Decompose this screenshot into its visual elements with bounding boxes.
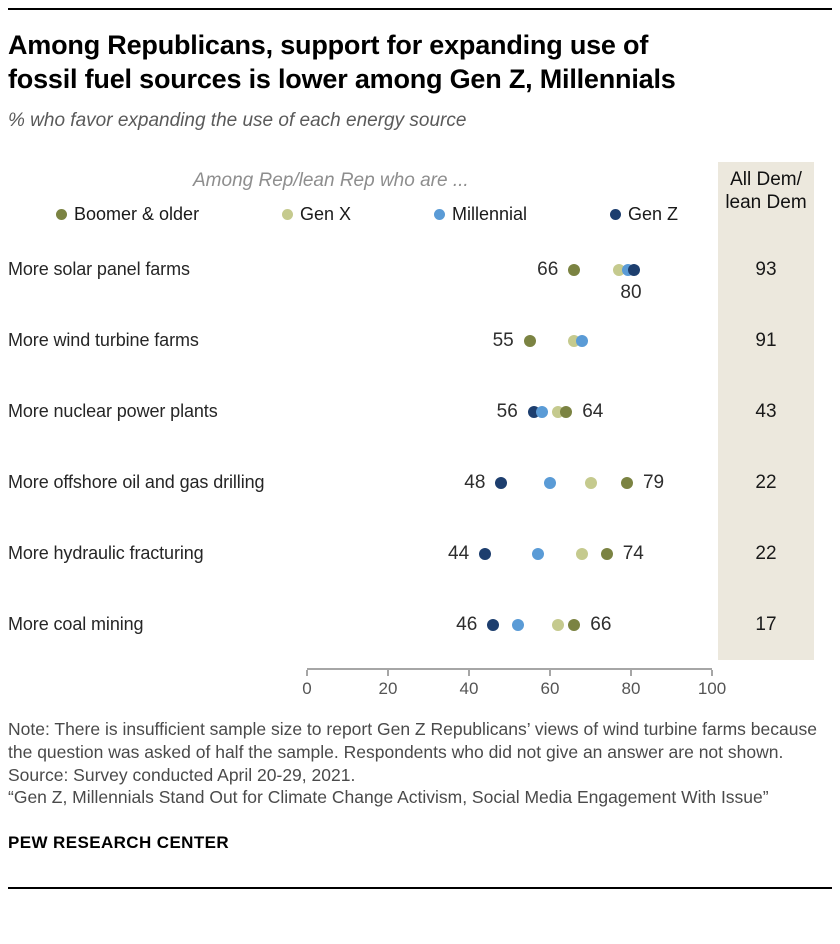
data-point-gen-x [576,547,589,560]
legend: Boomer & older Gen X Millennial Gen Z [56,204,678,225]
value-label: 44 [448,542,470,564]
legend-dot [56,209,67,221]
legend-dot [609,209,621,221]
note-text: Note: There is insufficient sample size … [8,719,817,762]
data-point-boomer-older [568,618,581,631]
x-axis: 0 20 40 60 80 100 [302,668,726,700]
dem-value: 22 [755,471,777,493]
chart-rows: More solar panel farms 66 80 93 More wind tu… [8,234,832,660]
axis-tick-label: 100 [697,679,727,699]
chart-row: More coal mining 46 66 17 [8,589,832,660]
value-label: 64 [582,400,604,422]
axis-tick-label: 20 [378,679,398,699]
top-rule [8,8,832,10]
source-text: Source: Survey conducted April 20-29, 20… [8,764,356,785]
brand: PEW RESEARCH CENTER [8,833,230,853]
value-label: 55 [492,329,514,351]
dem-column-panel [718,162,814,661]
legend-item-gen-z: Gen Z [609,204,678,225]
row-label: More offshore oil and gas drilling [8,472,265,493]
page: Among Republicans, support for expanding… [8,8,832,890]
legend-item-gen-x: Gen X [282,204,351,225]
x-axis-wrap: 0 20 40 60 80 100 [8,668,832,700]
data-point-boomer-older [600,547,613,560]
axis-tick [387,670,389,677]
group-header-label: Among Rep/lean Rep who are ... [193,170,469,192]
axis-tick-label: 60 [540,679,560,699]
chart-row: More hydraulic fracturing 44 74 22 [8,518,832,589]
chart-header: Among Rep/lean Rep who are ... All Dem/ … [8,150,832,234]
dem-column-header: All Dem/ lean Dem [725,169,807,214]
axis-tick [630,670,632,677]
data-point-gen-z [479,547,492,560]
axis-tick [468,670,470,677]
report-title-text: “Gen Z, Millennials Stand Out for Climat… [8,787,769,808]
axis-tick [711,670,713,677]
dem-value: 93 [755,258,777,280]
data-point-boomer-older [523,334,536,347]
data-point-millennial [576,334,589,347]
dem-value: 22 [755,542,777,564]
data-point-gen-z [628,263,640,276]
axis-tick-label: 80 [621,679,641,699]
row-plot: 48 79 [307,447,712,518]
value-label: 56 [496,400,518,422]
dem-value: 17 [755,613,777,635]
chart-row: More wind turbine farms 55 91 [8,305,832,376]
row-label: More wind turbine farms [8,330,199,351]
dem-value: 43 [755,400,777,422]
axis-tick-label: 0 [302,679,312,699]
data-point-millennial [531,547,544,560]
row-label: More solar panel farms [8,259,190,280]
legend-item-boomer-older: Boomer & older [56,204,199,225]
legend-label: Gen X [300,204,352,225]
row-label: More coal mining [8,614,144,635]
legend-dot [433,209,445,221]
value-label: 48 [464,471,486,493]
axis-tick [306,670,308,677]
row-plot: 46 66 [307,589,712,660]
chart-subtitle: % who favor expanding the use of each en… [8,110,467,132]
data-point-boomer-older [560,405,573,418]
legend-label: Millennial [451,204,528,225]
row-plot: 55 [307,305,712,376]
notes: Note: There is insufficient sample size … [8,718,818,809]
data-point-millennial [511,618,524,631]
chart-row: More offshore oil and gas drilling 48 79 22 [8,447,832,518]
axis-tick-label: 40 [459,679,479,699]
value-label: 66 [590,613,612,635]
data-point-gen-z [487,618,500,631]
dem-value: 91 [755,329,777,351]
chart-row: More nuclear power plants 56 64 43 [8,376,832,447]
data-point-boomer-older [620,476,633,489]
data-point-gen-x [612,263,625,276]
legend-item-millennial: Millennial [433,204,528,225]
value-label: 46 [456,613,478,635]
chart-title: Among Republicans, support for expanding… [8,30,676,95]
data-point-gen-x [552,618,565,631]
data-point-boomer-older [568,263,581,276]
chart: Among Rep/lean Rep who are ... All Dem/ … [8,150,832,700]
row-plot: 66 80 [307,234,712,305]
row-label: More hydraulic fracturing [8,543,204,564]
row-plot: 56 64 [307,376,712,447]
row-label: More nuclear power plants [8,401,218,422]
legend-dot [282,209,293,221]
legend-label: Gen Z [627,204,678,225]
legend-label: Boomer & older [74,204,200,225]
axis-tick [549,670,551,677]
value-label: 66 [537,258,559,280]
data-point-millennial [535,405,548,418]
row-plot: 44 74 [307,518,712,589]
chart-row: More solar panel farms 66 80 93 [8,234,832,305]
value-label: 79 [642,471,665,493]
value-label: 74 [622,542,644,564]
data-point-gen-z [495,476,508,489]
value-label: 80 [620,281,642,303]
data-point-gen-x [584,476,597,489]
data-point-millennial [544,476,556,489]
bottom-rule [8,887,832,890]
